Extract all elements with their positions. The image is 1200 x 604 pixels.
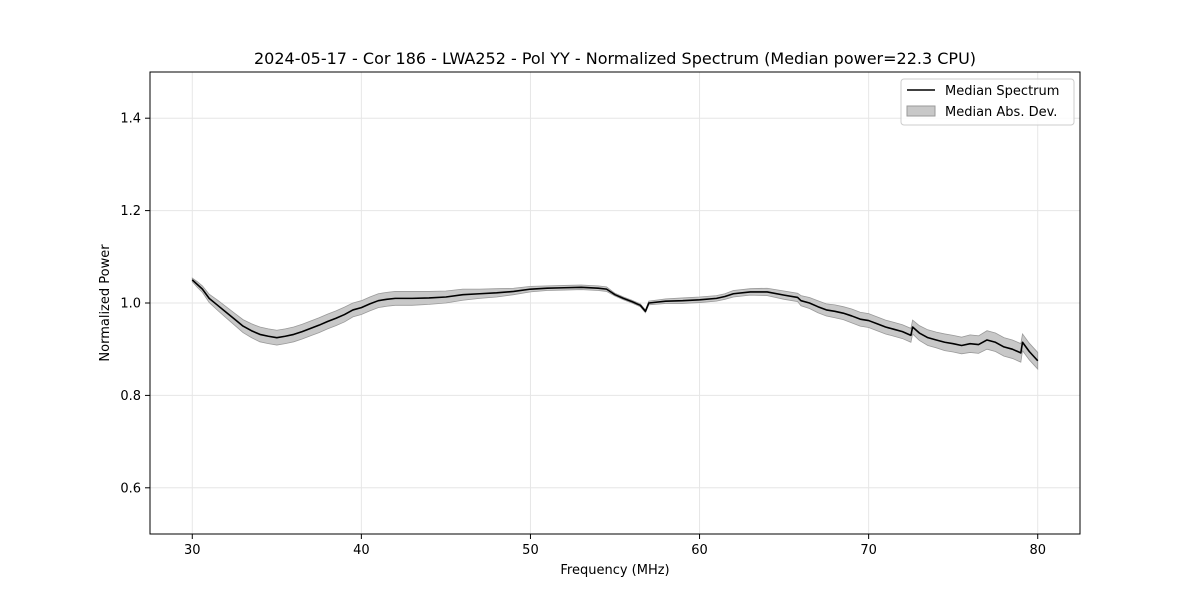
median-line-layer	[191, 279, 1039, 362]
legend: Median Spectrum Median Abs. Dev.	[900, 78, 1075, 126]
x-tick-label: 40	[353, 543, 370, 558]
x-axis-label: Frequency (MHz)	[560, 563, 669, 578]
mad-band-area	[191, 277, 1039, 371]
x-tick-label: 60	[691, 543, 708, 558]
legend-label-mad: Median Abs. Dev.	[945, 105, 1057, 120]
x-tick-label: 30	[184, 543, 201, 558]
x-tick-label: 80	[1029, 543, 1046, 558]
y-tick-label: 1.2	[120, 204, 141, 219]
legend-box	[900, 78, 1075, 126]
median-spectrum-line	[191, 279, 1039, 362]
y-tick-label: 0.8	[120, 389, 141, 404]
y-tick-label: 1.0	[120, 297, 141, 312]
x-tick-label: 70	[860, 543, 877, 558]
x-tick-label: 50	[522, 543, 539, 558]
legend-fill-swatch	[906, 105, 936, 117]
y-tick-label: 0.6	[120, 481, 141, 496]
y-tick-label: 1.4	[120, 112, 141, 127]
legend-label-median: Median Spectrum	[945, 84, 1059, 99]
chart-title: 2024-05-17 - Cor 186 - LWA252 - Pol YY -…	[254, 49, 976, 68]
tick-layer: 30 40 50 60 70 80 0.6 0.8 1.0 1.2 1.4	[120, 112, 1046, 558]
y-axis-label: Normalized Power	[98, 244, 113, 362]
mad-band-layer	[191, 277, 1039, 371]
